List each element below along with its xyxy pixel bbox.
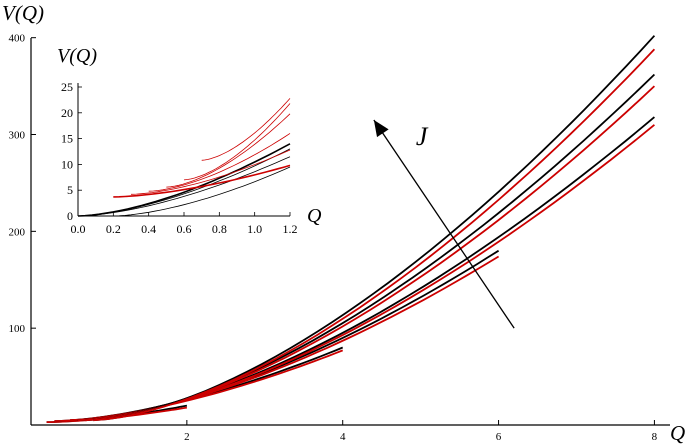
arrow-head [373,119,389,138]
inset-x-tick-label: 0.4 [141,222,156,236]
x-tick-label: 8 [652,431,658,443]
main-series-line-6 [69,255,500,422]
x-tick-label: 6 [496,431,502,443]
inset-x-tick-label: 0.6 [177,222,192,236]
inset-y-tick-label: 25 [61,80,73,94]
inset-series-line-4 [113,166,291,217]
inset-x-tick-label: 0.0 [71,222,86,236]
inset-x-axis-title: Q [307,205,322,227]
x-tick-label: 4 [340,431,346,443]
arrow-shaft [373,119,515,329]
inset-series-line-5 [113,164,291,198]
y-tick-label: 300 [9,130,26,142]
main-series-line-5 [69,249,500,422]
main-series-line-12 [93,48,656,422]
annotation-group: J [373,119,515,329]
inset-series-line-10 [201,98,291,161]
x-axis-title: Q [670,421,685,445]
inset-x-tick-label: 1.0 [247,222,262,236]
inset-series-line-8 [166,113,291,188]
main-series-group [46,35,656,424]
inset-series-line-7 [148,133,291,192]
inset-series-line-3 [77,156,291,217]
inset-x-tick-label: 0.8 [212,222,227,236]
inset-y-tick-label: 15 [61,132,73,146]
inset-series-line-6 [130,149,291,195]
inset-y-axis-title: V(Q) [57,45,97,67]
inset-axes: 0.0 0.2 0.4 0.6 0.8 1.0 1.2 0 5 10 15 20 25 V(Q) Q [50,38,335,244]
inset-y-tick-label: 5 [67,183,73,197]
inset-series-group [77,98,291,217]
inset-y-tick-label: 0 [67,209,73,223]
x-tick-label: 2 [184,431,190,443]
inset-y-tick-label: 20 [61,106,73,120]
inset-series-line-9 [183,103,291,181]
main-series-line-4 [54,349,344,422]
inset-y-tick-label: 10 [61,157,73,171]
annotation-label: J [416,122,429,151]
inset-background [50,38,335,244]
y-tick-label: 100 [9,323,26,335]
y-tick-label: 200 [9,226,26,238]
y-axis-title: V(Q) [2,1,44,25]
inset-x-tick-label: 0.2 [106,222,121,236]
y-tick-label: 400 [9,33,26,45]
inset-x-tick-label: 1.2 [283,222,298,236]
main-series-line-1 [46,404,188,424]
